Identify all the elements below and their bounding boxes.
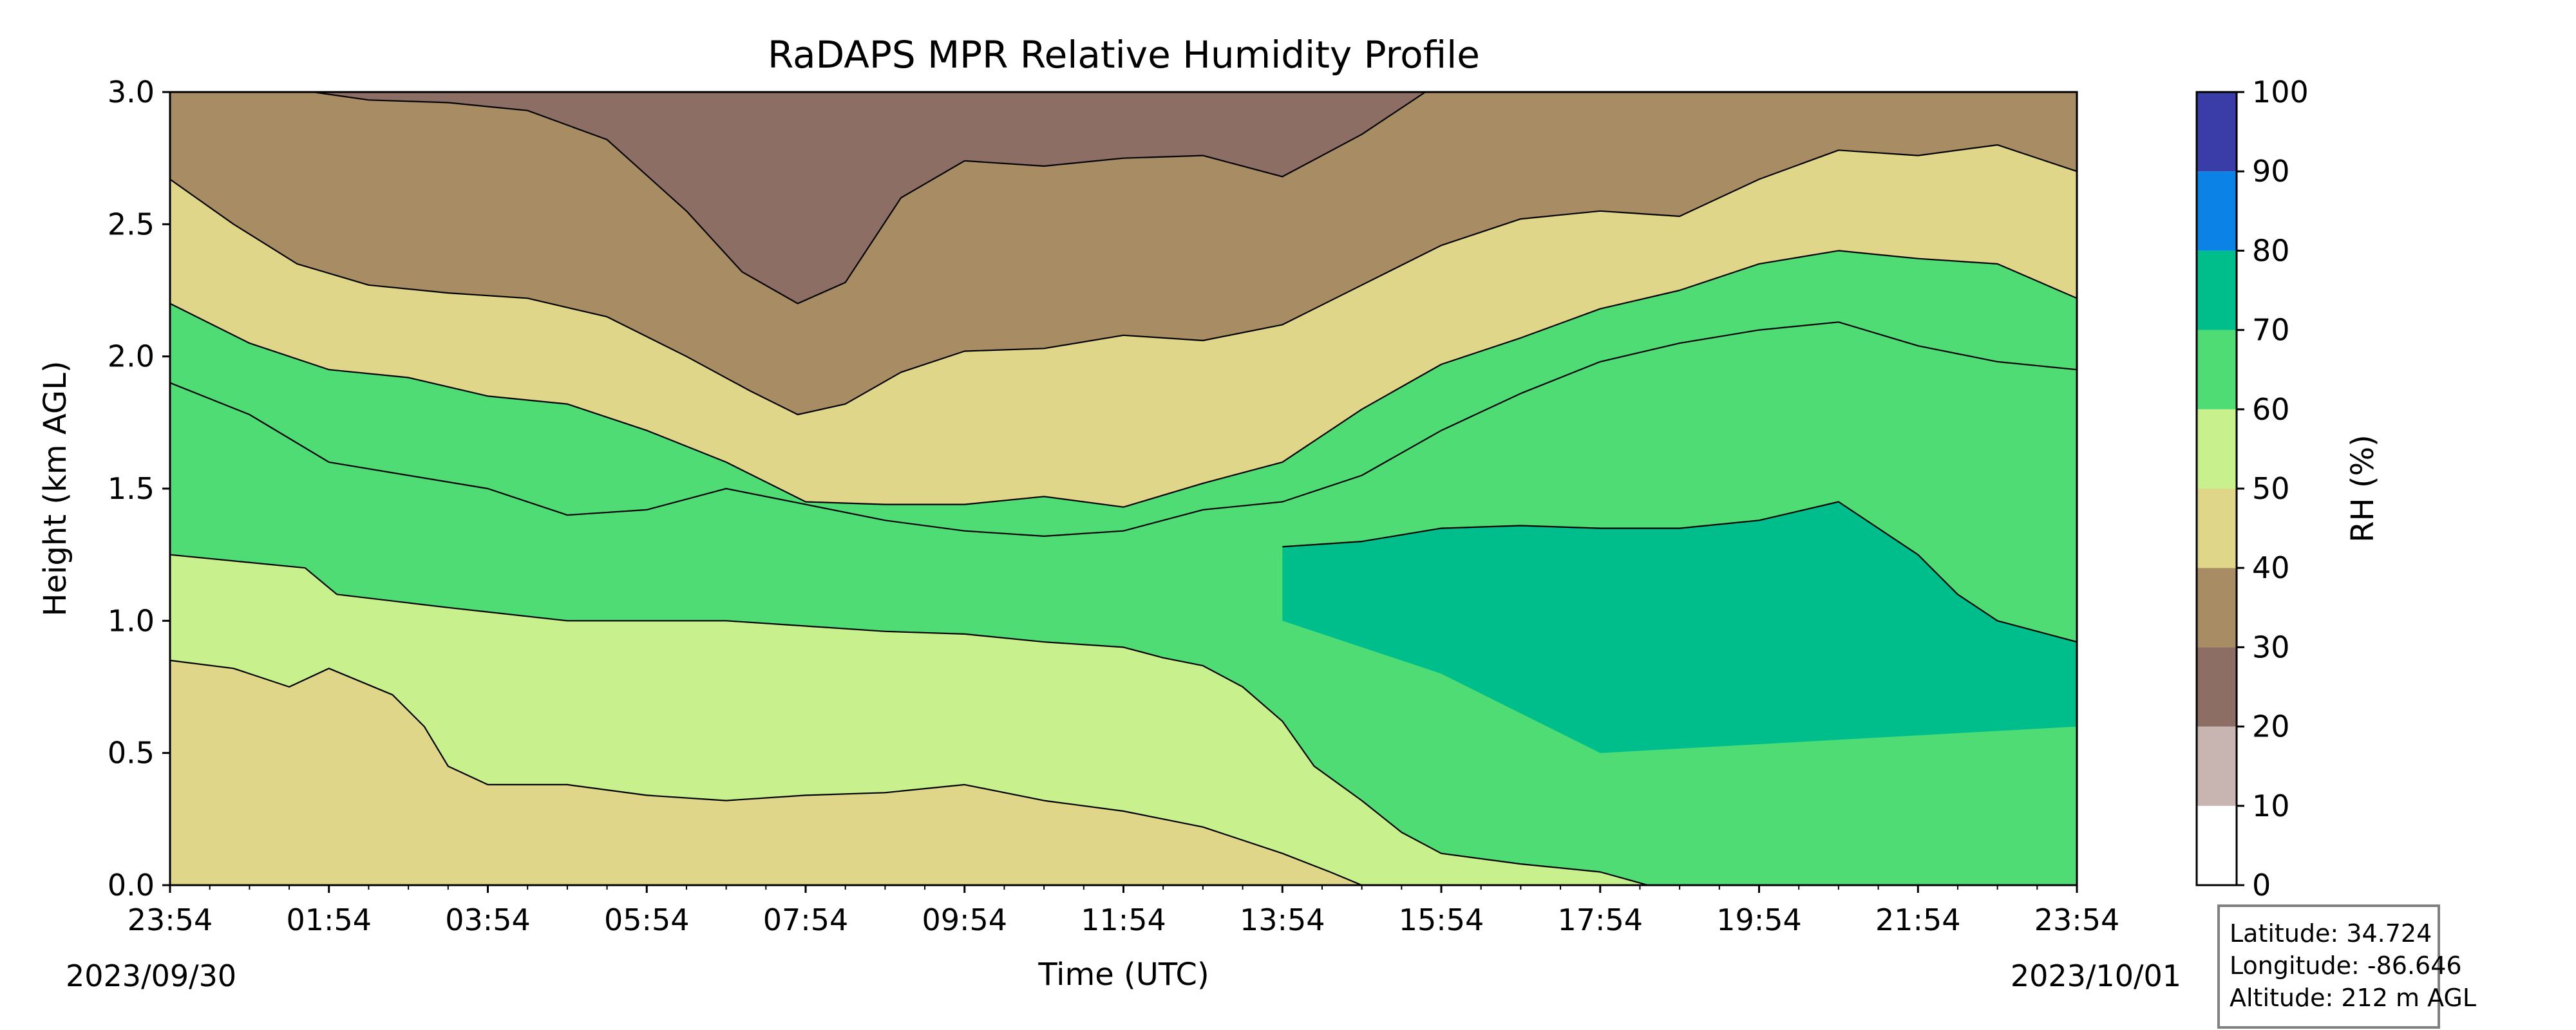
colorbar-segment-90-100 [2197, 92, 2237, 172]
x-tick-label: 23:54 [2034, 903, 2120, 937]
chart-title: RaDAPS MPR Relative Humidity Profile [768, 33, 1480, 77]
rh-band-20-30 [170, 92, 2077, 304]
station-info-box: Latitude: 34.724 Longitude: -86.646 Alti… [2217, 904, 2476, 1029]
colorbar-tick-label: 80 [2252, 233, 2290, 268]
end-date-label: 2023/10/01 [2011, 959, 2181, 993]
rh-band-70-80 [1282, 501, 2077, 753]
y-tick-label: 2.0 [108, 339, 155, 374]
x-axis: 23:54 01:54 03:54 05:54 07:54 09:54 11:54 13:54… [128, 885, 2120, 937]
colorbar-tick-label: 100 [2252, 75, 2309, 109]
start-date-label: 2023/09/30 [66, 959, 236, 993]
colorbar-segment-70-80 [2197, 250, 2237, 330]
plot-area [170, 92, 2077, 885]
colorbar-tick-label: 30 [2252, 630, 2290, 664]
x-tick-label: 21:54 [1875, 903, 1961, 937]
x-tick-label: 23:54 [128, 903, 213, 937]
colorbar-label: RH (%) [2345, 435, 2381, 543]
contour-line-60 [170, 554, 1649, 885]
colorbar-tick-label: 50 [2252, 471, 2290, 506]
colorbar-tick-label: 60 [2252, 392, 2290, 427]
colorbar-tick-label: 70 [2252, 313, 2290, 348]
x-tick-label: 15:54 [1399, 903, 1484, 937]
contour-line-20 [170, 92, 2077, 304]
x-tick-label: 13:54 [1240, 903, 1325, 937]
x-tick-label: 11:54 [1081, 903, 1166, 937]
colorbar-tick-label: 20 [2252, 709, 2290, 744]
x-tick-label: 17:54 [1557, 903, 1643, 937]
y-tick-label: 2.5 [108, 207, 155, 241]
contour-line-30 [170, 144, 2077, 416]
y-tick-label: 0.5 [108, 736, 155, 771]
x-tick-label: 09:54 [922, 903, 1007, 937]
contour-line-50 [170, 659, 1363, 885]
colorbar-tick-label: 40 [2252, 550, 2290, 585]
colorbar-tick-label: 10 [2252, 789, 2290, 823]
colorbar: 0 10 20 30 40 50 60 70 80 90 100 [2195, 75, 2309, 903]
x-axis-label: Time (UTC) [1037, 957, 1209, 993]
x-tick-label: 07:54 [763, 903, 849, 937]
x-tick-label: 03:54 [445, 903, 531, 937]
colorbar-segment-50-60 [2197, 409, 2237, 489]
humidity-bands [170, 92, 2077, 885]
colorbar-segment-60-70 [2197, 330, 2237, 409]
info-box-frame [2217, 904, 2440, 1029]
colorbar-tick-label: 0 [2252, 868, 2271, 903]
contour-line-60 [170, 321, 2077, 537]
colorbar-tick-label: 90 [2252, 154, 2290, 189]
info-latitude: Latitude: 34.724 [2230, 919, 2432, 948]
info-altitude: Altitude: 212 m AGL [2230, 984, 2476, 1012]
colorbar-segment-20-30 [2197, 647, 2237, 727]
contour-line-70 [1282, 501, 2077, 643]
x-tick-label: 19:54 [1716, 903, 1802, 937]
contour-line-40 [170, 250, 2077, 508]
y-tick-label: 3.0 [108, 75, 155, 109]
colorbar-segment-0-10 [2197, 805, 2237, 885]
colorbar-segment-30-40 [2197, 568, 2237, 648]
colorbar-segment-80-90 [2197, 171, 2237, 251]
y-tick-label: 0.0 [108, 868, 155, 903]
y-tick-label: 1.5 [108, 471, 155, 506]
y-axis-label: Height (km AGL) [37, 360, 73, 616]
y-tick-label: 1.0 [108, 603, 155, 638]
colorbar-segment-10-20 [2197, 726, 2237, 806]
contour-lines [170, 92, 2077, 885]
info-longitude: Longitude: -86.646 [2230, 951, 2462, 980]
colorbar-segment-40-50 [2197, 489, 2237, 568]
x-tick-label: 01:54 [286, 903, 372, 937]
x-tick-label: 05:54 [604, 903, 690, 937]
y-axis: 0.0 0.5 1.0 1.5 2.0 2.5 3.0 [108, 75, 170, 903]
